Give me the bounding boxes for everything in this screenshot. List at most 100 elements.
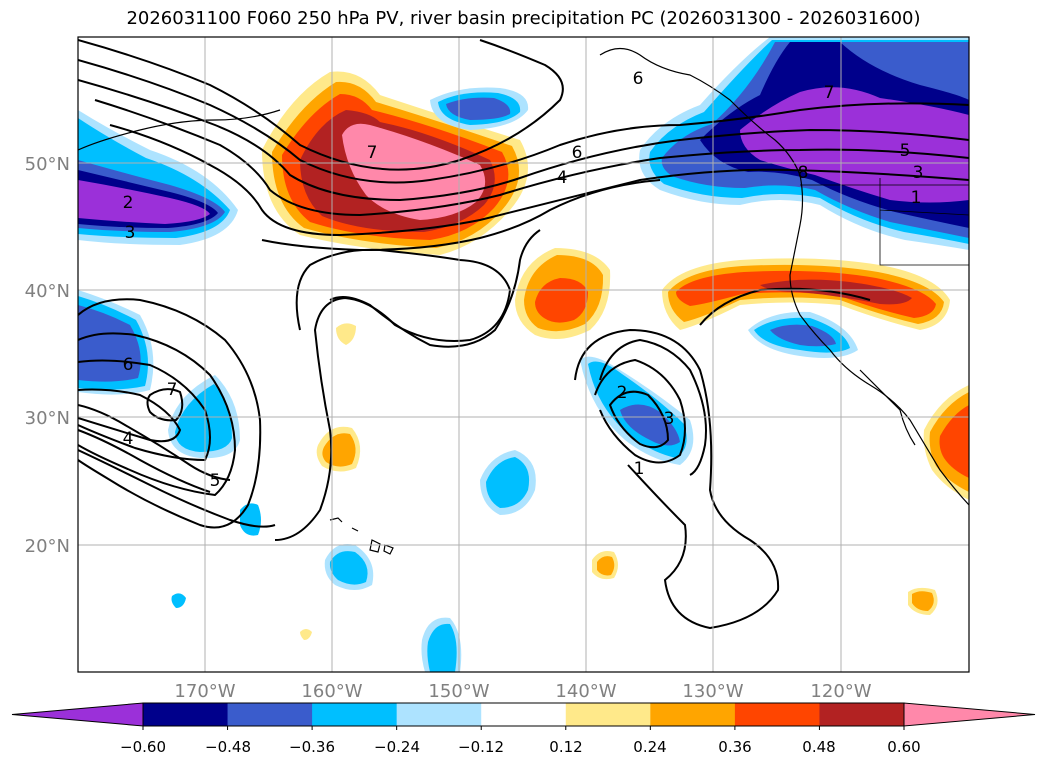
map-frame <box>77 36 970 673</box>
lon-label: 140°W <box>555 681 616 702</box>
contour-label: 5 <box>900 141 911 161</box>
colorbar-box <box>819 703 905 726</box>
colorbar-tick-label: −0.24 <box>374 738 420 756</box>
contour-label: 7 <box>167 380 178 400</box>
pv-contour <box>78 298 262 529</box>
colorbar-tick-label: −0.36 <box>289 738 335 756</box>
lon-label: 170°W <box>174 681 235 702</box>
colorbar-tick-label: 0.24 <box>633 738 666 756</box>
contour-label: 2 <box>123 193 134 213</box>
colorbar-box <box>143 703 229 726</box>
contour-label: 8 <box>798 163 809 183</box>
shade-negative-north <box>446 97 511 120</box>
colorbar-box <box>312 703 398 726</box>
shade-negative-south <box>427 623 457 672</box>
shade-negative-hawaii-ne <box>486 457 530 508</box>
shade-positive-south <box>939 405 969 478</box>
precip-shading <box>78 37 969 672</box>
lon-label: 120°W <box>810 681 871 702</box>
pv-contour <box>78 429 211 493</box>
colorbar-tick-label: −0.48 <box>205 738 251 756</box>
shade-positive-small <box>300 629 312 640</box>
colorbar-extend-low <box>11 702 144 727</box>
colorbar-tick-label: 0.60 <box>887 738 920 756</box>
contour-label: 3 <box>125 223 136 243</box>
lon-label: 150°W <box>428 681 489 702</box>
shade-negative-small <box>171 593 186 608</box>
pv-contour <box>599 338 707 476</box>
shade-negative-small <box>240 503 261 536</box>
shade-positive-small <box>597 556 615 576</box>
contour-label: 7 <box>824 83 835 103</box>
colorbar-tick-label: −0.60 <box>120 738 166 756</box>
pv-contours <box>78 39 969 630</box>
shade-negative-midwest <box>175 384 232 452</box>
colorbar-ticks: −0.60 −0.48 −0.36 −0.24 −0.12 0.12 0.24 … <box>120 738 921 756</box>
shade-positive-small <box>336 323 356 345</box>
pv-contour <box>78 59 969 184</box>
colorbar-extend-high <box>903 702 1036 727</box>
colorbar-tick-label: 0.48 <box>802 738 835 756</box>
lon-label: 130°W <box>682 681 743 702</box>
contour-label: 2 <box>617 383 628 403</box>
lat-labels: 50°N 40°N 30°N 20°N <box>25 154 70 557</box>
pv-contour <box>78 449 276 528</box>
lat-label: 30°N <box>25 408 70 429</box>
pv-contour <box>574 328 780 630</box>
contour-label: 6 <box>572 143 583 163</box>
contour-label: 6 <box>633 69 644 89</box>
pv-contour <box>329 229 541 348</box>
pv-contour <box>78 404 231 481</box>
colorbar <box>11 702 1036 730</box>
pv-contour <box>594 358 686 464</box>
coastline-alaska <box>78 109 281 151</box>
colorbar-frame <box>142 702 905 727</box>
pv-contour <box>94 99 969 217</box>
contour-label: 3 <box>664 409 675 429</box>
border-states <box>879 178 969 266</box>
colorbar-tick-label: −0.12 <box>458 738 504 756</box>
shade-negative-west <box>78 180 210 224</box>
pv-contour <box>78 79 969 202</box>
contour-label: 5 <box>210 471 221 491</box>
shade-negative-hawaii <box>329 551 368 585</box>
colorbar-box <box>734 703 820 726</box>
pv-contour <box>78 388 182 443</box>
lon-labels: 170°W 160°W 150°W 140°W 130°W 120°W <box>174 681 871 702</box>
coastline-baja <box>859 369 916 446</box>
colorbar-box <box>565 703 651 726</box>
colorbar-tick-label: 0.36 <box>718 738 751 756</box>
shade-negative-baja <box>770 324 836 347</box>
shade-positive-small <box>912 591 934 611</box>
pv-contour <box>146 388 184 422</box>
lat-label: 20°N <box>25 536 70 557</box>
contour-label: 6 <box>123 355 134 375</box>
gridlines <box>78 37 969 672</box>
colorbar-tick-label: 0.12 <box>549 738 582 756</box>
contour-label: 3 <box>913 163 924 183</box>
shade-positive-midpacific <box>535 278 588 323</box>
contour-label: 1 <box>911 188 922 208</box>
contour-label: 4 <box>123 429 134 449</box>
shade-negative-subtropic <box>620 404 680 446</box>
pv-contour <box>109 124 969 237</box>
pv-contour <box>261 179 661 252</box>
lon-label: 160°W <box>301 681 362 702</box>
colorbar-box <box>481 703 567 726</box>
lat-label: 50°N <box>25 154 70 175</box>
contour-label: 4 <box>557 168 568 188</box>
contour-labels: 7 6 4 2 3 6 7 4 5 2 3 1 6 7 5 3 1 8 <box>123 69 924 491</box>
colorbar-box <box>650 703 736 726</box>
pv-contour <box>78 359 211 462</box>
shade-positive-gulf <box>342 123 486 220</box>
pv-contour <box>274 248 512 541</box>
shade-positive-california <box>676 270 936 318</box>
map-title: 2026031100 F060 250 hPa PV, river basin … <box>126 8 921 29</box>
contour-label: 7 <box>367 143 378 163</box>
hawaii-islands <box>329 517 394 555</box>
pv-contour <box>608 390 670 449</box>
contour-label: 1 <box>634 459 645 479</box>
pv-contour <box>78 332 237 497</box>
shade-negative-northeast <box>740 87 969 203</box>
